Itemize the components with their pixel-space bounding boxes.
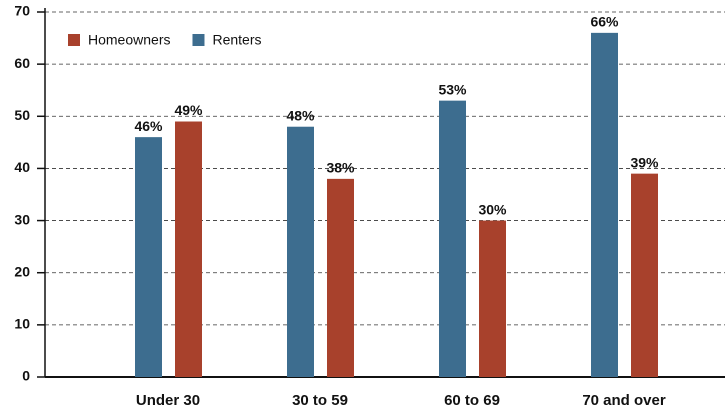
data-label: 66%: [590, 14, 619, 30]
y-tick-label: 10: [14, 316, 30, 332]
legend-swatch: [68, 34, 80, 46]
data-label: 46%: [134, 118, 163, 134]
y-tick-label: 0: [22, 368, 30, 384]
data-label: 53%: [438, 81, 467, 97]
bar: [135, 137, 162, 377]
y-tick-label: 20: [14, 263, 30, 279]
data-label: 38%: [326, 160, 355, 176]
y-tick-label: 50: [14, 107, 30, 123]
data-label: 30%: [478, 201, 507, 217]
x-tick-label: 70 and over: [582, 392, 666, 409]
legend-label: Homeowners: [88, 32, 170, 48]
legend-swatch: [192, 34, 205, 46]
data-label: 48%: [286, 107, 315, 123]
y-tick-label: 70: [14, 3, 30, 19]
x-tick-label: 60 to 69: [444, 392, 500, 409]
bar: [479, 220, 506, 377]
bar: [591, 32, 618, 377]
bar: [327, 178, 354, 377]
legend-label: Renters: [212, 32, 261, 48]
x-tick-label: 30 to 59: [292, 392, 348, 409]
data-label: 39%: [630, 154, 659, 170]
y-tick-label: 40: [14, 159, 30, 175]
bar: [631, 173, 658, 377]
x-tick-label: Under 30: [136, 392, 200, 409]
y-tick-label: 60: [14, 55, 30, 71]
bar: [175, 121, 202, 377]
y-tick-label: 30: [14, 211, 30, 227]
bar: [287, 126, 314, 377]
data-label: 49%: [174, 102, 203, 118]
bar: [439, 100, 466, 378]
